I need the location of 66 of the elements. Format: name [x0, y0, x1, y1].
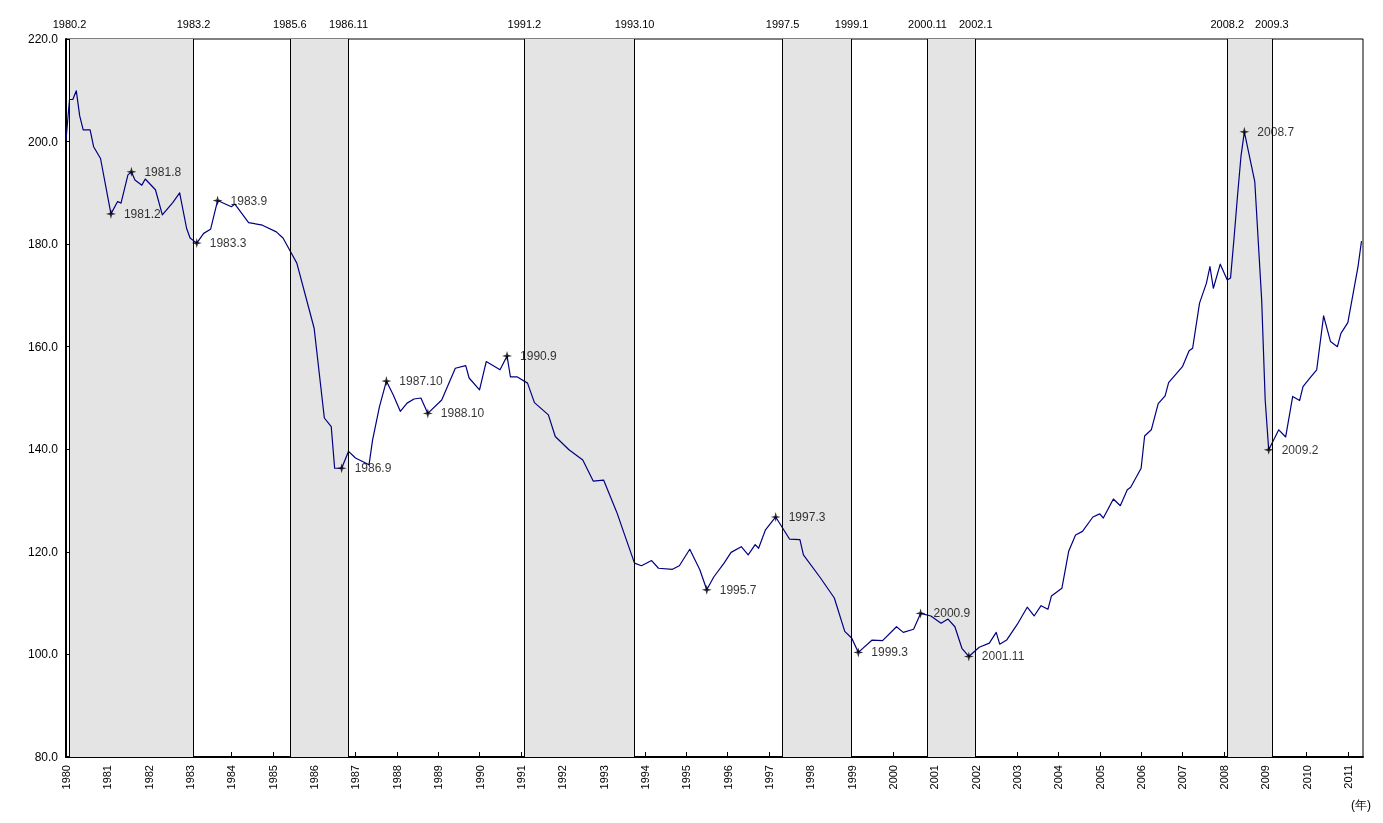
x-tick-label: 2011	[1341, 765, 1354, 789]
y-tick-label: 100.0	[27, 647, 59, 662]
annotation: 1999.3	[871, 645, 909, 660]
annotation: 2001.11	[981, 649, 1025, 664]
x-tick-label: 1988	[390, 765, 403, 790]
x-tick-label: 1982	[142, 765, 155, 790]
x-tick-label: 2003	[1011, 765, 1024, 790]
x-tick-label: 1997	[763, 765, 776, 790]
annotation: 1983.3	[209, 236, 247, 251]
y-tick-label: 200.0	[27, 134, 59, 149]
x-tick-label: 1984	[225, 765, 238, 790]
y-tick-label: 180.0	[27, 237, 59, 252]
ref-line-label: 1991.2	[507, 17, 542, 30]
annotation: 2000.9	[933, 606, 971, 621]
y-tick-label: 120.0	[27, 544, 59, 559]
x-axis-title: (年)	[1351, 798, 1372, 812]
x-tick-label: 2009	[1259, 765, 1272, 790]
x-tick-label: 1999	[845, 765, 858, 790]
x-tick-label: 2005	[1093, 765, 1106, 790]
annotation: 1981.8	[144, 164, 182, 179]
ref-line-label: 1997.5	[765, 17, 800, 30]
ref-line-label: 1980.2	[52, 17, 87, 30]
y-tick-label: 220.0	[27, 32, 59, 46]
y-tick-label: 160.0	[27, 339, 59, 354]
x-tick-label: 2002	[969, 765, 982, 790]
annotation: 1987.10	[399, 374, 444, 389]
y-tick-label: 140.0	[27, 442, 59, 457]
annotation: 2009.2	[1281, 442, 1319, 457]
ref-line-label: 2008.2	[1210, 17, 1245, 30]
x-tick-label: 2007	[1176, 765, 1189, 790]
ref-line-label: 1993.10	[614, 17, 655, 30]
x-tick-label: 1996	[721, 765, 734, 790]
annotation: 1997.3	[788, 509, 826, 524]
ref-line-label: 2000.11	[908, 17, 947, 30]
x-tick-label: 1998	[804, 765, 817, 790]
ref-line-label: 1985.6	[273, 17, 307, 30]
x-tick-label: 2004	[1052, 765, 1065, 790]
annotation: 1983.9	[230, 193, 268, 208]
ref-line-label: 1986.11	[329, 17, 369, 30]
x-tick-label: 1993	[597, 765, 610, 790]
y-tick-label: 80.0	[34, 750, 59, 764]
annotation: 1995.7	[719, 582, 757, 597]
ref-line-label: 2002.1	[958, 17, 993, 30]
annotation: 1981.2	[123, 206, 161, 221]
x-tick-label: 1990	[473, 765, 486, 790]
annotation: 1988.10	[440, 406, 485, 421]
x-tick-label: 1989	[432, 765, 445, 790]
x-tick-label: 2010	[1300, 765, 1313, 790]
x-tick-label: 1992	[556, 765, 569, 790]
x-tick-label: 1995	[680, 765, 693, 790]
ref-line-label: 1983.2	[176, 17, 211, 30]
ref-line-label: 1999.1	[834, 17, 869, 30]
x-tick-label: 1985	[266, 765, 279, 790]
x-tick-label: 1986	[308, 765, 321, 790]
x-tick-label: 2006	[1135, 765, 1148, 790]
x-tick-label: 2000	[886, 765, 899, 790]
x-tick-label: 1983	[184, 765, 197, 790]
x-tick-label: 2008	[1217, 765, 1230, 790]
x-tick-label: 2001	[928, 765, 941, 790]
x-tick-label: 1981	[101, 765, 114, 790]
x-tick-label: 1980	[60, 765, 72, 790]
annotation: 1986.9	[354, 461, 392, 476]
ref-line-label: 2009.3	[1255, 17, 1289, 30]
x-tick-label: 1987	[349, 765, 362, 790]
x-tick-label: 1991	[514, 765, 527, 790]
x-tick-label: 1994	[638, 765, 651, 790]
